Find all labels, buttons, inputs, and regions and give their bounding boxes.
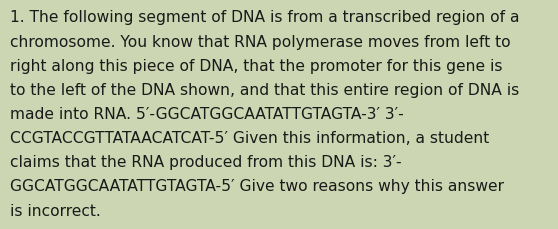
Text: is incorrect.: is incorrect. (10, 203, 101, 218)
Text: right along this piece of DNA, that the promoter for this gene is: right along this piece of DNA, that the … (10, 58, 503, 73)
Text: to the left of the DNA shown, and that this entire region of DNA is: to the left of the DNA shown, and that t… (10, 82, 519, 97)
Text: chromosome. You know that RNA polymerase moves from left to: chromosome. You know that RNA polymerase… (10, 34, 511, 49)
Text: made into RNA. 5′-GGCATGGCAATATTGTAGTA-3′ 3′-: made into RNA. 5′-GGCATGGCAATATTGTAGTA-3… (10, 106, 404, 121)
Text: claims that the RNA produced from this DNA is: 3′-: claims that the RNA produced from this D… (10, 155, 402, 169)
Text: CCGTACCGTTATAACATCAT-5′ Given this information, a student: CCGTACCGTTATAACATCAT-5′ Given this infor… (10, 131, 489, 145)
Text: GGCATGGCAATATTGTAGTA-5′ Give two reasons why this answer: GGCATGGCAATATTGTAGTA-5′ Give two reasons… (10, 179, 504, 194)
Text: 1. The following segment of DNA is from a transcribed region of a: 1. The following segment of DNA is from … (10, 10, 519, 25)
